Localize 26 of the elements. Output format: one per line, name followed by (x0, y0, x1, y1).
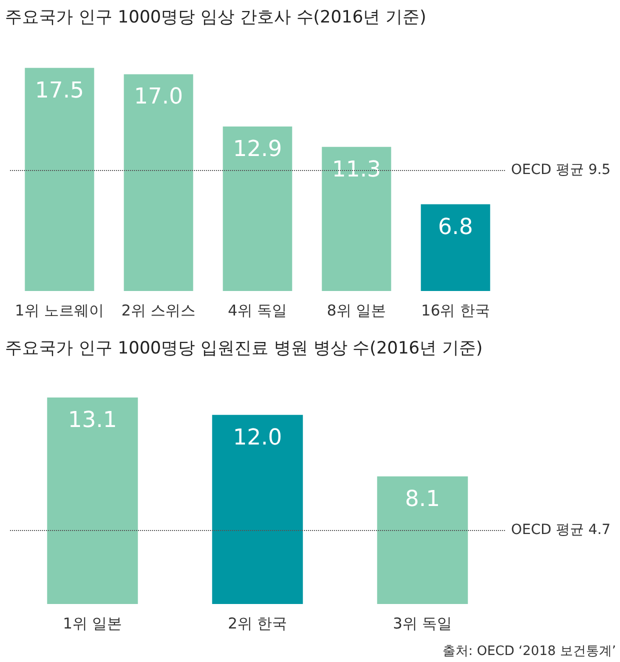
x-tick-label: 2위 스위스 (121, 302, 196, 320)
x-tick-label: 2위 한국 (228, 614, 288, 632)
source-note: 출처: OECD ‘2018 보건통계’ (442, 644, 616, 659)
x-tick-label: 4위 독일 (228, 302, 288, 320)
ref-line-label: OECD 평균 9.5 (511, 162, 611, 178)
data-label: 17.5 (35, 78, 84, 104)
bar (420, 204, 490, 291)
data-label: 11.3 (332, 157, 381, 182)
data-label: 12.0 (233, 425, 282, 450)
x-tick-label: 1위 노르웨이 (14, 302, 104, 320)
chart-title: 주요국가 인구 1000명당 입원진료 병원 병상 수(2016년 기준) (5, 338, 483, 358)
x-tick-label: 8위 일본 (326, 302, 386, 320)
data-label: 12.9 (233, 137, 282, 162)
data-label: 17.0 (134, 84, 183, 110)
bar (322, 146, 392, 291)
x-tick-label: 1위 일본 (62, 614, 122, 632)
bar (24, 68, 94, 291)
x-tick-label: 16위 한국 (421, 302, 490, 320)
bar (222, 126, 292, 291)
data-label: 8.1 (405, 486, 440, 512)
bar (124, 74, 194, 291)
data-label: 13.1 (68, 408, 117, 434)
chart-title: 주요국가 인구 1000명당 임상 간호사 수(2016년 기준) (5, 8, 426, 28)
ref-line-label: OECD 평균 4.7 (511, 522, 611, 538)
data-label: 6.8 (438, 214, 473, 240)
x-tick-label: 3위 독일 (392, 614, 452, 632)
